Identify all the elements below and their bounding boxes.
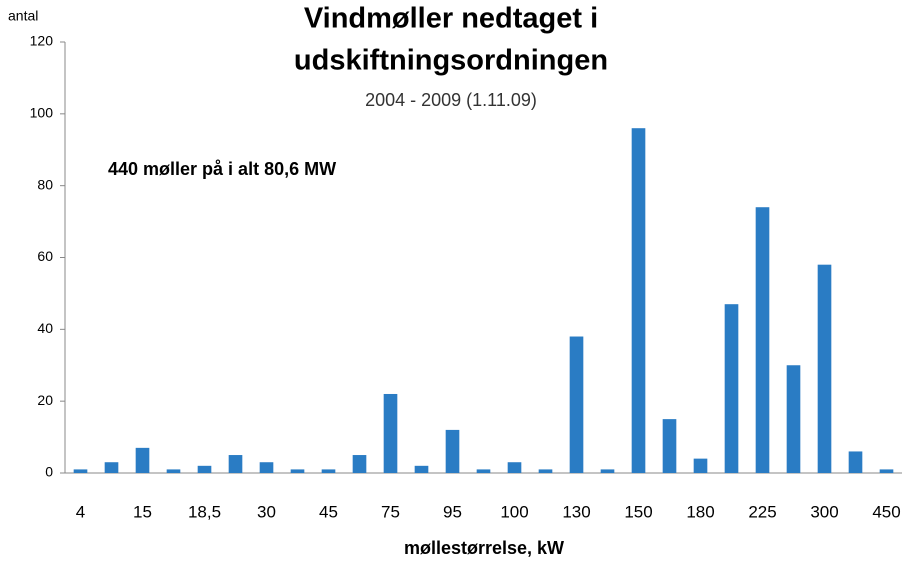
bar <box>228 455 243 473</box>
bar <box>73 469 88 473</box>
bar <box>290 469 305 473</box>
y-tick-label: 20 <box>37 392 53 408</box>
bar <box>848 451 863 473</box>
x-axis-label: møllestørrelse, kW <box>404 538 564 558</box>
x-tick-label: 225 <box>748 502 776 521</box>
y-tick-label: 40 <box>37 320 53 336</box>
x-tick-label: 300 <box>810 502 838 521</box>
y-tick-label: 0 <box>45 464 53 480</box>
bar <box>166 469 181 473</box>
chart-title: udskiftningsordningen <box>294 45 608 77</box>
bar <box>693 458 708 473</box>
y-axis-label: antal <box>8 8 38 24</box>
x-tick-label: 4 <box>76 502 85 521</box>
bar <box>538 469 553 473</box>
chart-title: Vindmøller nedtaget i <box>304 3 598 35</box>
bar <box>321 469 336 473</box>
x-tick-label: 95 <box>443 502 462 521</box>
bar <box>135 447 150 473</box>
bar <box>631 128 646 473</box>
y-tick-label: 100 <box>30 105 54 121</box>
x-tick-label: 450 <box>872 502 900 521</box>
bar <box>507 462 522 473</box>
x-tick-label: 130 <box>562 502 590 521</box>
bar <box>476 469 491 473</box>
x-tick-label: 45 <box>319 502 338 521</box>
bar <box>197 465 212 473</box>
x-tick-label: 18,5 <box>188 502 221 521</box>
chart-subtitle: 2004 - 2009 (1.11.09) <box>365 90 537 110</box>
bar <box>383 393 398 473</box>
annotation: 440 møller på i alt 80,6 MW <box>108 159 336 179</box>
y-tick-label: 60 <box>37 248 53 264</box>
bar <box>569 336 584 473</box>
bar <box>600 469 615 473</box>
bar <box>445 429 460 473</box>
x-tick-label: 100 <box>500 502 528 521</box>
y-tick-label: 80 <box>37 176 53 192</box>
bar <box>755 207 770 473</box>
x-tick-label: 75 <box>381 502 400 521</box>
y-tick-label: 120 <box>30 33 54 49</box>
x-tick-label: 180 <box>686 502 714 521</box>
bar <box>259 462 274 473</box>
bar <box>879 469 894 473</box>
x-tick-label: 15 <box>133 502 152 521</box>
x-tick-label: 30 <box>257 502 276 521</box>
bar <box>786 365 801 473</box>
bar <box>662 419 677 473</box>
bar <box>724 304 739 473</box>
bar <box>414 465 429 473</box>
bar <box>104 462 119 473</box>
x-tick-label: 150 <box>624 502 652 521</box>
bar <box>817 264 832 473</box>
bar <box>352 455 367 473</box>
